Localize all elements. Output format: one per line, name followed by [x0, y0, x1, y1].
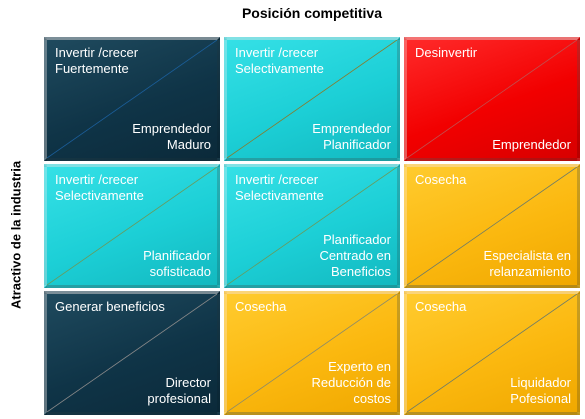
cell-diagonal — [47, 294, 217, 412]
cell-diagonal — [407, 294, 577, 412]
matrix-cell-1-3: Desinvertir Emprendedor — [404, 37, 580, 161]
cell-profile-label: Planificador sofisticado — [143, 248, 211, 279]
top-axis-title: Posición competitiva — [241, 5, 383, 21]
matrix-cell-2-2: Invertir /crecer Selectivamente Planific… — [224, 164, 400, 288]
cell-profile-label: Experto en Reducción de costos — [311, 359, 392, 406]
matrix-cell-2-1: Invertir /crecer Selectivamente Planific… — [44, 164, 220, 288]
cell-diagonal — [227, 294, 397, 412]
side-axis-title: Atractivo de la industria — [2, 160, 30, 310]
matrix-cell-3-1: Generar beneficios Director profesional — [44, 291, 220, 415]
cell-strategy-label: Generar beneficios — [55, 299, 165, 314]
cell-diagonal — [227, 167, 397, 285]
strategy-matrix: Invertir /crecer Fuertemente Emprendedor… — [44, 37, 580, 416]
cell-diagonal — [47, 167, 217, 285]
cell-profile-label: Liquidador Pofesional — [510, 375, 571, 406]
cell-strategy-label: Invertir /crecer Selectivamente — [235, 172, 324, 203]
matrix-cell-1-2: Invertir /crecer Selectivamente Emprende… — [224, 37, 400, 161]
matrix-cell-3-3: Cosecha Liquidador Pofesional — [404, 291, 580, 415]
cell-strategy-label: Cosecha — [415, 299, 467, 314]
cell-strategy-label: Desinvertir — [415, 45, 478, 60]
cell-diagonal — [407, 40, 577, 158]
matrix-cell-2-3: Cosecha Especialista en relanzamiento — [404, 164, 580, 288]
cell-strategy-label: Invertir /crecer Fuertemente — [55, 45, 139, 76]
cell-strategy-label: Cosecha — [235, 299, 287, 314]
cell-strategy-label: Cosecha — [415, 172, 467, 187]
cell-strategy-label: Invertir /crecer Selectivamente — [55, 172, 144, 203]
cell-profile-label: Director profesional — [147, 375, 211, 406]
cell-profile-label: Emprendedor Planificador — [312, 121, 391, 152]
cell-diagonal — [407, 167, 577, 285]
matrix-cell-3-2: Cosecha Experto en Reducción de costos — [224, 291, 400, 415]
cell-diagonal — [47, 40, 217, 158]
cell-profile-label: Emprendedor — [492, 137, 571, 152]
cell-profile-label: Planificador Centrado en Beneficios — [319, 232, 391, 279]
cell-profile-label: Especialista en relanzamiento — [483, 248, 571, 279]
cell-diagonal — [227, 40, 397, 158]
cell-strategy-label: Invertir /crecer Selectivamente — [235, 45, 324, 76]
matrix-cell-1-1: Invertir /crecer Fuertemente Emprendedor… — [44, 37, 220, 161]
cell-profile-label: Emprendedor Maduro — [132, 121, 211, 152]
side-axis-title-text: Atractivo de la industria — [8, 160, 24, 310]
